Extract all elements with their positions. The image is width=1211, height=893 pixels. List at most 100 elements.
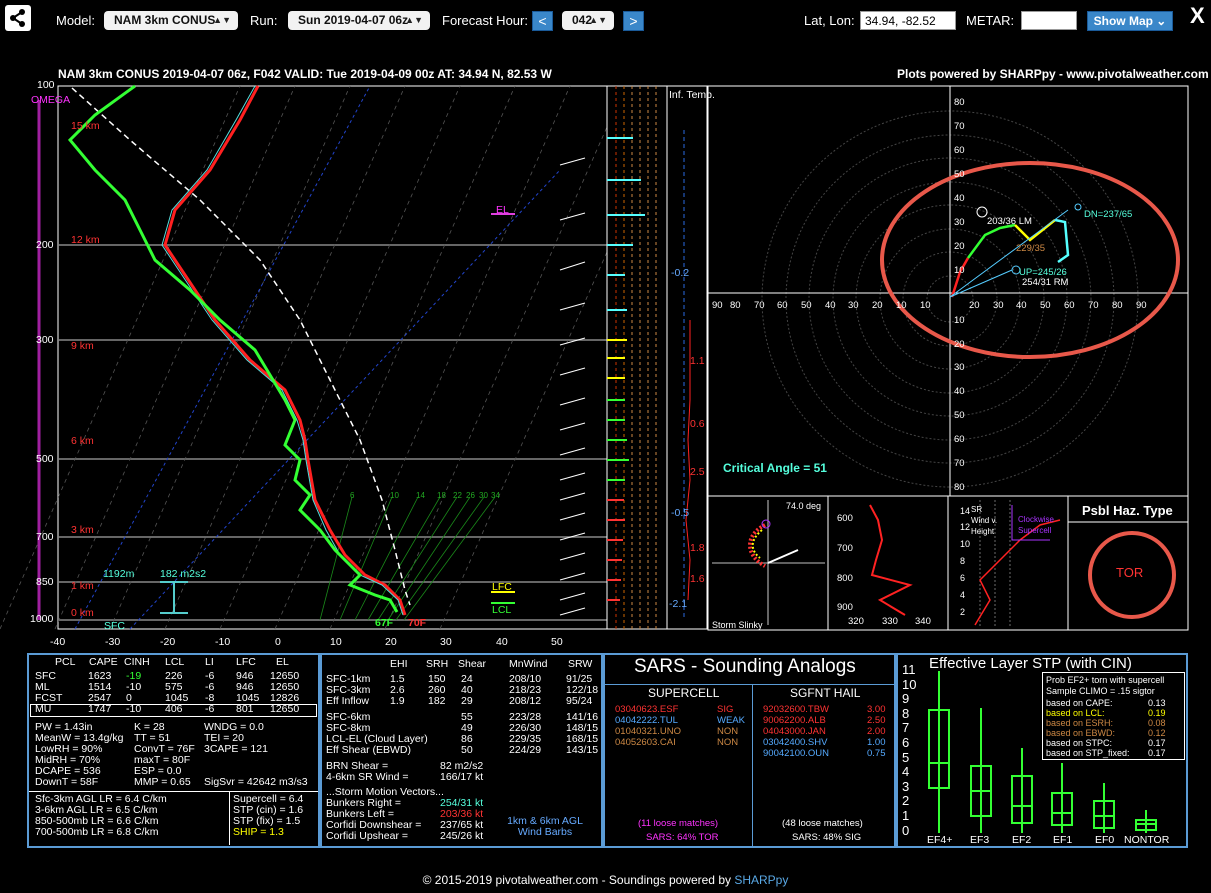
temp-tick: -30 (105, 636, 121, 648)
supercell-param: STP (cin) = 1.6 (233, 804, 304, 816)
kinematics-cell: 260 (428, 684, 446, 696)
hodo-lm-label: 203/36 LM (987, 216, 1032, 227)
storm-param-label: BRN Shear = (326, 760, 389, 772)
kinematics-header: Shear (458, 658, 487, 670)
stp-legend-value: 0.19 (1148, 708, 1166, 718)
stp-boxes (928, 671, 1157, 833)
close-button[interactable]: X (1190, 3, 1205, 28)
parcel-header: PCL (55, 656, 76, 668)
parcel-cell: -10 (126, 681, 142, 693)
sars-supercell-title: SUPERCELL (648, 686, 720, 700)
el-label: EL (496, 204, 509, 216)
stp-y-label: 7 (902, 720, 910, 736)
lapse-rate: 700-500mb LR = 6.8 C/km (35, 826, 159, 838)
storm-param-value: 245/26 kt (440, 830, 484, 842)
metar-input[interactable] (1021, 11, 1077, 30)
kinematics-cell: 226/30 (509, 722, 542, 734)
stp-chart (928, 671, 1157, 833)
hour-select[interactable]: 042 ▲▼ (562, 11, 614, 30)
index-cell: TT = 51 (134, 732, 171, 744)
index-cell: MMP = 0.65 (134, 776, 191, 788)
stp-legend-label: based on EBWD: (1046, 728, 1116, 738)
sars-panel (603, 653, 896, 848)
share-button[interactable] (5, 5, 31, 31)
annotation-circle-hazard (1088, 531, 1176, 619)
hodo-ring-label: 40 (954, 386, 965, 397)
hodo-ring-label: 30 (954, 362, 965, 373)
parcel-cell: ML (35, 681, 50, 693)
show-map-button[interactable]: Show Map ⌄ (1087, 11, 1173, 31)
kinematics-label: SFC-6km (326, 711, 371, 723)
inf-value: 1.6 (690, 573, 705, 585)
stp-y-label: 4 (902, 764, 910, 780)
kinematics-cell: 122/18 (566, 684, 599, 696)
kinematics-cell: 29 (461, 695, 473, 707)
kinematics-cell: 208/10 (509, 673, 542, 685)
height-label: 15 km (71, 120, 100, 132)
hodo-ring-label: 40 (954, 193, 965, 204)
parcel-header: LCL (165, 656, 185, 668)
stp-legend-value: 0.17 (1148, 748, 1166, 758)
index-cell: K = 28 (134, 721, 165, 733)
parcel-cell: -6 (205, 670, 215, 682)
hazard-value: TOR (1116, 565, 1144, 580)
kinematics-label: SFC-8km (326, 722, 371, 734)
stp-legend-label: based on STPC: (1046, 738, 1113, 748)
sars-divider (605, 684, 894, 685)
parcel-cell: 946 (236, 681, 254, 693)
hodo-ring-label: 30 (954, 217, 965, 228)
sars-hail-prob: SARS: 48% SIG (792, 832, 862, 843)
inf-temp-column (666, 85, 708, 630)
lapse-rate: 850-500mb LR = 6.6 C/km (35, 815, 159, 827)
parcel-cell: 1623 (88, 670, 112, 682)
theta-trace (869, 504, 913, 616)
prev-hour-button[interactable]: < (532, 11, 553, 31)
sars-supercell-class: NON (717, 726, 739, 737)
stp-category: EF2 (1012, 834, 1032, 846)
hodo-x-label: 10 (896, 300, 907, 311)
stp-legend-value: 0.13 (1148, 698, 1166, 708)
model-select[interactable]: NAM 3km CONUS ▲▼ (104, 11, 238, 30)
kinematics-label: Eff Inflow (326, 695, 369, 707)
stp-y-label: 3 (902, 778, 910, 794)
hodo-ring-label: 80 (954, 482, 965, 493)
kinematics-header: MnWind (509, 658, 548, 670)
next-hour-button[interactable]: > (623, 11, 644, 31)
run-select[interactable]: Sun 2019-04-07 06z ▲▼ (288, 11, 430, 30)
mixing-ratio-label: 6 (350, 491, 355, 500)
parcel-cell: 12650 (270, 681, 300, 693)
index-cell: maxT = 80F (134, 754, 191, 766)
dewpoint-trace (67, 84, 399, 613)
isotherms (0, 85, 608, 630)
parcel-cell: 12650 (270, 703, 300, 715)
parcel-cell: SFC (35, 670, 56, 682)
hodo-x-label: 70 (1088, 300, 1099, 311)
kinematics-cell: 2.6 (390, 684, 405, 696)
thermo-panel (27, 653, 320, 848)
model-select-value: NAM 3km CONUS (114, 13, 216, 27)
kinematics-cell: 49 (461, 722, 473, 734)
kinematics-cell: 1.5 (390, 673, 405, 685)
inf-value: 1.1 (690, 355, 705, 367)
hodo-x-label: 50 (801, 300, 812, 311)
stp-legend-label: based on CAPE: (1046, 698, 1113, 708)
sars-supercell-id: 03040623.ESF (615, 704, 679, 715)
storm-param-value: 82 m2/s2 (440, 760, 484, 772)
footer-sharppy-link[interactable]: SHARPpy (734, 873, 789, 887)
storm-param-label: Corfidi Upshear = (326, 830, 408, 842)
index-cell: LowRH = 90% (35, 743, 103, 755)
srwind-y-label: 2 (960, 607, 966, 617)
storm-param-value: 203/36 kt (440, 808, 484, 820)
latlon-input[interactable]: 34.94, -82.52 (860, 11, 956, 30)
index-cell: DCAPE = 536 (35, 765, 101, 777)
kinematics-cell: 86 (461, 733, 473, 745)
kinematics-cell: 182 (428, 695, 446, 707)
stp-legend-value: 0.12 (1148, 728, 1166, 738)
hodo-ring-label: 60 (954, 145, 965, 156)
supercell-param: Supercell = 6.4 (233, 793, 304, 805)
sars-supercell-id: 01040321.UNO (615, 726, 682, 737)
hodo-x-label: 90 (712, 300, 723, 311)
kinematics-cell: 150 (428, 673, 446, 685)
slinky-trace (748, 523, 767, 568)
mixing-ratio-label: 30 (479, 491, 488, 500)
